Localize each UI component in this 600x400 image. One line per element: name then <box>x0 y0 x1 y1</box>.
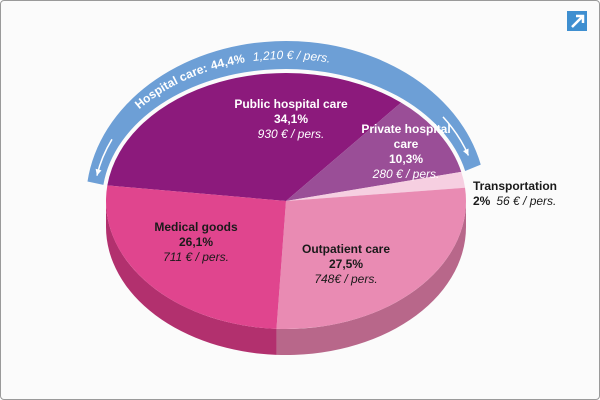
ring-arrowhead <box>95 168 102 176</box>
group-per-person: 1,210 € / pers. <box>252 48 332 66</box>
per-person-label: 280 € / pers. <box>372 167 440 181</box>
ring-arrowhead <box>463 148 469 156</box>
group-ring <box>87 40 481 185</box>
slice <box>276 187 466 329</box>
slice <box>107 72 402 201</box>
slice-label: Medical goods 26,1% 711 € / pers. <box>121 220 271 265</box>
per-person-label: 56 € / pers. <box>496 194 557 208</box>
slice-side <box>106 201 277 355</box>
category-label: Outpatient care <box>301 242 391 256</box>
value-label: 10,3% <box>388 152 424 166</box>
slice-side <box>276 201 466 355</box>
slice <box>286 171 466 201</box>
icon-arrow[interactable] <box>571 14 585 28</box>
value-label: 34,1% <box>273 112 309 126</box>
export-icon[interactable] <box>567 11 587 31</box>
category-label: Public hospital care <box>234 97 348 111</box>
per-person-label: 748€ / pers. <box>314 272 378 286</box>
category-label: Medical goods <box>154 220 238 234</box>
slice-label: Outpatient care 27,5% 748€ / pers. <box>271 242 421 287</box>
slice <box>286 102 462 201</box>
slice-label: Private hospital care 10,3% 280 € / pers. <box>356 122 456 182</box>
value-label: 26,1% <box>178 235 214 249</box>
slice-label: Transportation 2% 56 € / pers. <box>473 179 593 209</box>
per-person-label: 711 € / pers. <box>163 250 229 264</box>
value-label: 27,5% <box>328 257 364 271</box>
category-label: Private hospital care <box>361 122 451 151</box>
slice <box>106 185 286 329</box>
slice-label: Public hospital care 34,1% 930 € / pers. <box>206 97 376 142</box>
category-label: Transportation <box>473 179 558 193</box>
per-person-label: 930 € / pers. <box>257 127 325 141</box>
value-label: 2% <box>473 194 491 208</box>
